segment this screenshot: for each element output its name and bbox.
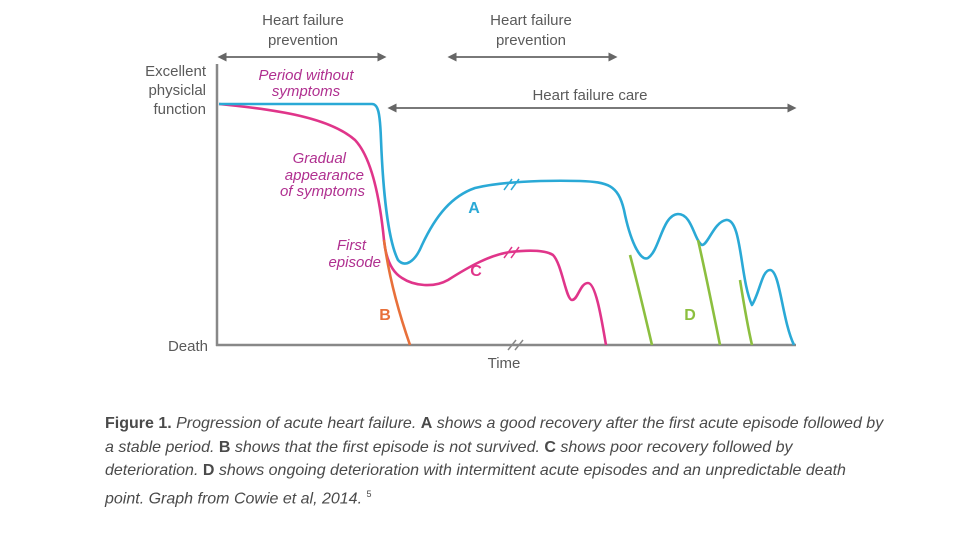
curve-a	[219, 102, 796, 346]
caption-text-1: Progression of acute heart failure.	[171, 415, 421, 432]
caption-letter-a: A	[420, 415, 433, 432]
y-label-top-3: function	[153, 101, 206, 118]
caption-letter-d: D	[202, 462, 215, 479]
figure-caption: Figure 1. Progression of acute heart fai…	[105, 412, 885, 510]
letter-a: A	[468, 200, 480, 217]
label-prevention-left-2: prevention	[268, 32, 338, 49]
annotation-first-2: episode	[328, 254, 381, 271]
caption-text-5: shows ongoing deterioration with intermi…	[105, 462, 846, 507]
letter-b: B	[379, 307, 391, 324]
y-label-top-2: physiclal	[148, 82, 206, 99]
caption-text-2: shows a good recovery after the first ac…	[105, 415, 884, 456]
caption-text-4: shows poor recovery followed by deterior…	[105, 438, 793, 480]
annotation-period-1: Period without	[258, 67, 354, 84]
label-prevention-left-1: Heart failure	[262, 12, 344, 29]
caption-figure-label: Figure 1.	[105, 415, 172, 432]
curve-break-icon-c	[503, 246, 520, 259]
curve-c	[218, 102, 608, 346]
caption-letter-b: B	[218, 438, 231, 456]
caption-reference: 5	[366, 488, 372, 499]
annotation-gradual-3: of symptoms	[280, 183, 366, 200]
label-prevention-right-1: Heart failure	[490, 12, 572, 29]
x-axis-break-icon	[507, 339, 524, 351]
annotation-gradual-2: appearance	[285, 167, 364, 184]
label-prevention-right-2: prevention	[496, 32, 566, 49]
annotation-gradual-1: Gradual	[293, 150, 347, 167]
letter-c: C	[470, 263, 482, 280]
annotation-first-1: First	[337, 237, 367, 254]
y-label-death: Death	[168, 338, 208, 355]
curve-d	[628, 239, 754, 346]
caption-letter-c: C	[544, 438, 556, 456]
caption-text-3: shows that the first episode is not surv…	[230, 438, 545, 456]
letter-d: D	[684, 307, 696, 324]
curve-b	[382, 239, 412, 346]
curve-break-icon	[503, 178, 520, 191]
y-label-top-1: Excellent	[145, 63, 207, 80]
label-care: Heart failure care	[532, 87, 647, 104]
annotation-period-2: symptoms	[272, 83, 341, 100]
x-label-time: Time	[488, 355, 521, 372]
